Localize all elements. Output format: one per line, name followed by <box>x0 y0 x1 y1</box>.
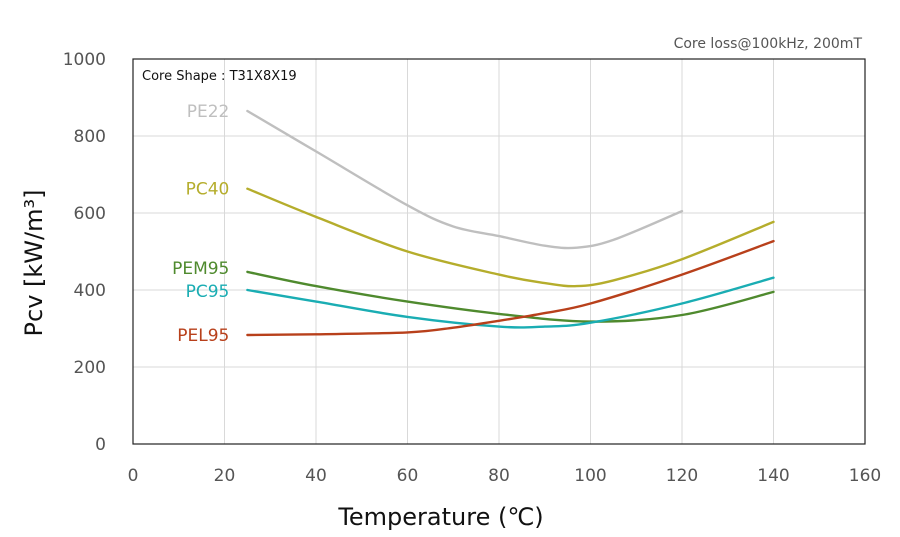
series-label-pe22: PE22 <box>187 102 230 122</box>
y-tick-label: 1000 <box>63 50 106 70</box>
plot-border <box>132 58 866 445</box>
series-line-pem95 <box>246 270 775 323</box>
series-label-pem95: PEM95 <box>172 259 229 279</box>
series-line-pc40 <box>246 187 775 288</box>
x-tick-label: 20 <box>214 466 236 486</box>
series-label-pc40: PC40 <box>186 180 230 200</box>
y-tick-label: 600 <box>74 204 106 224</box>
series-lines <box>246 109 775 337</box>
x-tick-label: 120 <box>666 466 698 486</box>
y-tick-label: 800 <box>74 127 106 147</box>
core-shape-note: Core Shape : T31X8X19 <box>142 69 297 84</box>
tick-labels: 0 20 40 60 80 100 120 140 160 0 200 400 600 800 1000 <box>63 50 881 486</box>
x-tick-label: 40 <box>305 466 327 486</box>
series-labels: PE22 PC40 PEM95 PC95 PEL95 <box>172 102 229 346</box>
x-tick-label: 100 <box>574 466 606 486</box>
x-tick-label: 80 <box>488 466 510 486</box>
y-tick-label: 0 <box>95 435 106 455</box>
x-tick-label: 160 <box>849 466 881 486</box>
plot-frame <box>132 58 866 445</box>
series-line-pe22 <box>246 109 684 250</box>
x-axis-title: Temperature (℃) <box>337 503 543 531</box>
gridlines <box>133 59 865 444</box>
x-tick-label: 0 <box>128 466 139 486</box>
x-tick-label: 60 <box>397 466 419 486</box>
series-line-pel95 <box>246 239 775 337</box>
y-axis-title: Pcv [kW/m³] <box>20 190 48 337</box>
x-tick-label: 140 <box>757 466 789 486</box>
y-tick-label: 200 <box>74 358 106 378</box>
chart-condition-note: Core loss@100kHz, 200mT <box>674 36 863 52</box>
series-label-pel95: PEL95 <box>177 326 229 346</box>
series-label-pc95: PC95 <box>186 282 230 302</box>
y-tick-label: 400 <box>74 281 106 301</box>
series-line-pc95 <box>246 276 775 329</box>
